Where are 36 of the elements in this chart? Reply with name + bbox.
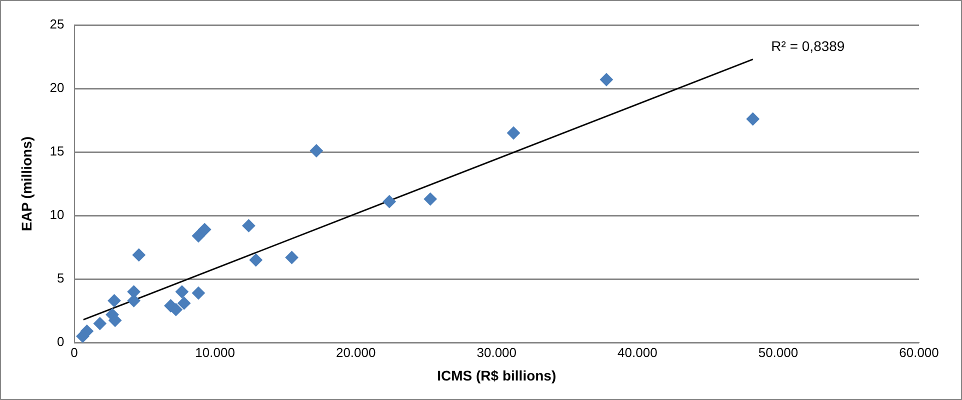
point xyxy=(178,296,191,310)
annotation: R² = 0,8389 xyxy=(771,38,845,54)
x-tick-label: 50.000 xyxy=(758,344,798,360)
x-tick-label: 60.000 xyxy=(899,344,939,360)
point xyxy=(424,192,437,206)
point xyxy=(175,285,188,298)
point xyxy=(507,126,520,140)
point xyxy=(169,303,182,316)
point xyxy=(310,144,323,158)
y-tick-label: 10 xyxy=(50,207,64,222)
y-axis-title: EAP (millions) xyxy=(18,136,34,232)
x-tick-label: 10.000 xyxy=(195,344,235,360)
y-tick-label: 20 xyxy=(50,80,64,96)
y-tick-label: 5 xyxy=(57,270,64,286)
point xyxy=(600,73,613,86)
x-axis-title: ICMS (R$ billions) xyxy=(437,367,556,384)
point xyxy=(249,254,262,267)
point xyxy=(198,223,212,236)
point xyxy=(127,294,140,308)
y-tick-label: 15 xyxy=(50,144,64,159)
point xyxy=(382,195,396,208)
point xyxy=(746,112,760,126)
point xyxy=(93,317,106,330)
y-tick-label: 25 xyxy=(50,16,64,32)
x-tick-label: 20.000 xyxy=(336,344,376,360)
y-tick-label: 0 xyxy=(57,334,64,350)
point xyxy=(192,286,205,300)
point xyxy=(132,248,146,262)
x-tick-label: 30.000 xyxy=(476,344,517,360)
point xyxy=(80,324,94,338)
x-tick-label: 40.000 xyxy=(618,344,658,360)
point xyxy=(192,229,205,242)
x-tick-label: 0 xyxy=(70,344,78,360)
point xyxy=(108,294,121,308)
point xyxy=(285,250,298,264)
point xyxy=(242,219,256,232)
